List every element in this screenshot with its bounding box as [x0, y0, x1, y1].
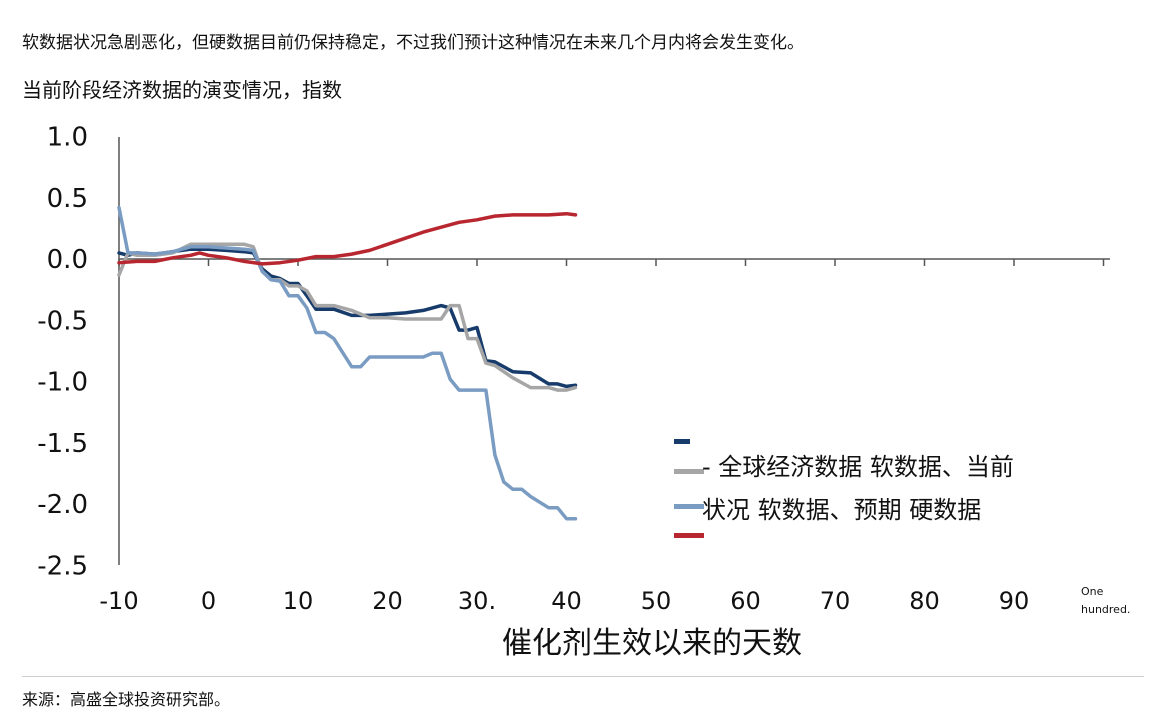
x-tick-label: 60 [730, 587, 761, 615]
legend-line-2: 状况 软数据、预期 硬数据 [702, 496, 981, 524]
x-tick-label: 90 [999, 587, 1030, 615]
tick-layer: 1.0 0.5 0.0 -0.5 -1.0 -1.5 -2.0 -2.5 -10 0 10 20 30.… [37, 123, 1130, 617]
series-line-2 [117, 242, 578, 392]
x-tick-label: 70 [820, 587, 851, 615]
x-tick-label: 40 [551, 587, 582, 615]
y-tick-label: -2.0 [37, 490, 88, 520]
series-line-4 [117, 211, 578, 266]
x-tick-label: 30. [458, 587, 496, 615]
x-tick-label: 50 [641, 587, 672, 615]
legend: - 全球经济数据 软数据、当前 状况 软数据、预期 硬数据 [674, 439, 1014, 538]
y-tick-label: 0.5 [47, 184, 88, 214]
x-tick-label: 0 [201, 587, 216, 615]
y-tick-label: 1.0 [47, 123, 88, 153]
series-line-1 [117, 247, 578, 389]
legend-swatch-gray [674, 469, 704, 474]
y-tick-label: -1.0 [37, 368, 88, 398]
series-layer [117, 205, 578, 521]
x-tick-label: 10 [283, 587, 314, 615]
x-tick-label: -10 [99, 587, 138, 615]
x-tick-label-last: hundred. [1081, 603, 1130, 616]
y-tick-label: 0.0 [47, 245, 88, 275]
source-note: 来源：高盛全球投资研究部。 [22, 690, 231, 709]
legend-swatch-dark-blue [674, 439, 690, 444]
x-axis-title: 催化剂生效以来的天数 [502, 626, 802, 661]
legend-swatch-light-blue [674, 504, 704, 509]
header-note: 软数据状况急剧恶化，但硬数据目前仍保持稳定，不过我们预计这种情况在未来几个月内将… [22, 33, 804, 53]
series-line-3 [117, 205, 578, 521]
x-tick-label: 80 [909, 587, 940, 615]
y-tick-label: -1.5 [37, 429, 88, 459]
y-tick-label: -2.5 [37, 551, 88, 581]
x-tick-label: 20 [372, 587, 403, 615]
source-divider [22, 676, 1144, 677]
y-tick-label: -0.5 [37, 306, 88, 336]
legend-swatch-red [674, 533, 704, 538]
chart-title: 当前阶段经济数据的演变情况，指数 [22, 78, 342, 102]
x-tick-label-last: One [1081, 585, 1104, 598]
legend-line-1: - 全球经济数据 软数据、当前 [702, 453, 1014, 481]
